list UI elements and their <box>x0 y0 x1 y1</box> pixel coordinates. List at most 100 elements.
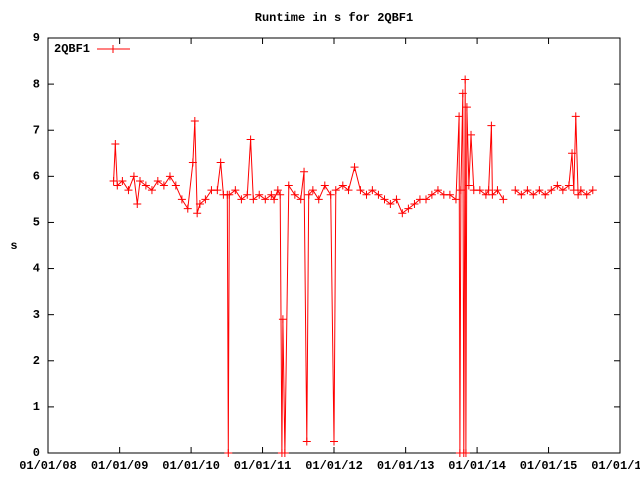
data-point <box>267 190 276 199</box>
data-point <box>356 186 365 195</box>
data-point <box>326 190 335 199</box>
data-point <box>255 190 264 199</box>
data-point <box>475 186 484 195</box>
y-tick-label: 0 <box>33 446 40 460</box>
legend-marker <box>109 45 117 53</box>
data-point <box>464 181 473 190</box>
data-point <box>302 437 311 446</box>
data-point <box>558 186 567 195</box>
data-point <box>249 195 258 204</box>
data-point <box>433 186 442 195</box>
data-point <box>129 172 138 181</box>
y-tick-label: 2 <box>33 354 40 368</box>
data-point <box>467 130 476 139</box>
data-point <box>113 181 122 190</box>
data-point <box>568 149 577 158</box>
data-point <box>331 186 340 195</box>
data-point <box>270 195 279 204</box>
y-tick-label: 4 <box>33 262 40 276</box>
y-tick-label: 6 <box>33 170 40 184</box>
data-point <box>553 181 562 190</box>
data-point <box>445 190 454 199</box>
data-point <box>216 158 225 167</box>
data-point <box>201 195 210 204</box>
data-point <box>314 195 323 204</box>
data-point <box>427 190 436 199</box>
data-point <box>517 190 526 199</box>
data-point <box>582 190 591 199</box>
data-point <box>118 176 127 185</box>
y-tick-label: 5 <box>33 216 40 230</box>
data-point <box>571 112 580 121</box>
data-point <box>410 200 419 208</box>
data-point <box>141 181 150 190</box>
data-point <box>338 181 347 190</box>
y-tick-label: 8 <box>33 77 40 91</box>
data-point <box>273 186 282 195</box>
data-point <box>484 186 493 195</box>
data-point <box>493 186 502 195</box>
data-point <box>461 449 470 457</box>
data-point <box>193 209 202 218</box>
data-point <box>330 437 338 446</box>
data-point <box>499 195 508 204</box>
data-point <box>362 190 371 199</box>
data-point <box>541 190 550 199</box>
y-tick-label: 7 <box>33 123 40 137</box>
x-tick-label: 01/01/16 <box>591 459 640 473</box>
data-point <box>225 190 234 199</box>
x-tick-label: 01/01/10 <box>162 459 220 473</box>
data-point <box>280 449 289 457</box>
data-point <box>276 190 285 199</box>
x-tick-label: 01/01/13 <box>377 459 435 473</box>
data-point <box>386 200 395 208</box>
y-tick-label: 3 <box>33 308 40 322</box>
data-point <box>404 204 413 213</box>
data-point <box>224 449 233 457</box>
data-point <box>243 190 252 199</box>
data-point <box>588 186 597 195</box>
data-point <box>213 186 222 195</box>
x-tick-label: 01/01/08 <box>19 459 77 473</box>
data-point <box>195 200 204 208</box>
data-point <box>109 176 118 185</box>
data-point <box>320 181 329 190</box>
data-point <box>177 195 186 204</box>
data-point <box>511 186 520 195</box>
data-point <box>136 176 145 185</box>
data-point <box>455 112 464 121</box>
data-point <box>529 190 538 199</box>
data-point <box>574 190 583 199</box>
y-axis-label: s <box>10 239 17 253</box>
data-point <box>380 195 389 204</box>
data-point <box>461 75 470 84</box>
data-point <box>165 172 174 181</box>
data-point <box>133 200 142 208</box>
data-point <box>422 195 431 204</box>
data-point <box>535 186 544 195</box>
data-point <box>147 186 156 195</box>
data-point <box>350 163 359 172</box>
data-point <box>111 140 120 149</box>
data-point <box>547 186 556 195</box>
data-point <box>278 315 287 324</box>
data-point <box>456 186 465 195</box>
data-point <box>569 186 578 195</box>
x-tick-label: 01/01/15 <box>520 459 578 473</box>
data-point <box>398 209 407 218</box>
data-point <box>344 186 353 195</box>
data-point <box>296 195 305 204</box>
data-point <box>188 158 197 167</box>
data-point <box>159 181 168 190</box>
data-point <box>488 190 497 199</box>
data-point <box>451 195 460 204</box>
y-tick-label: 1 <box>33 400 40 414</box>
data-point <box>458 89 467 98</box>
legend-label: 2QBF1 <box>54 42 90 56</box>
data-point <box>284 181 293 190</box>
data-point <box>374 190 383 199</box>
data-point <box>308 186 317 195</box>
data-point <box>261 195 270 204</box>
data-point <box>392 195 401 204</box>
